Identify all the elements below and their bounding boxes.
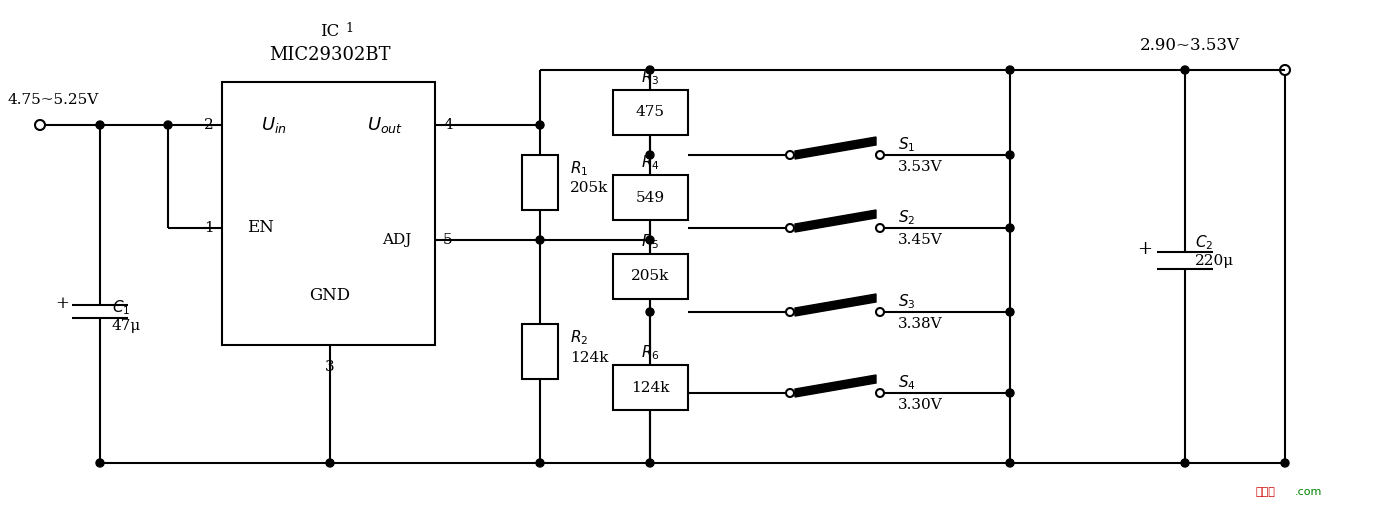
Text: .com: .com	[1295, 487, 1322, 497]
Text: $U_{in}$: $U_{in}$	[261, 115, 288, 135]
Text: 3.53V: 3.53V	[899, 160, 943, 174]
Text: $S_4$: $S_4$	[899, 374, 915, 392]
Text: ADJ: ADJ	[382, 233, 411, 247]
Polygon shape	[795, 137, 876, 159]
Text: 3.30V: 3.30V	[899, 398, 943, 412]
Polygon shape	[795, 375, 876, 397]
Circle shape	[1181, 459, 1189, 467]
Text: 3: 3	[325, 360, 335, 374]
Bar	[522, 324, 558, 379]
Text: 2.90~3.53V: 2.90~3.53V	[1140, 37, 1240, 53]
Bar	[613, 175, 688, 220]
Text: GND: GND	[310, 287, 350, 303]
Text: 5: 5	[443, 233, 453, 247]
Text: 549: 549	[635, 190, 664, 205]
Circle shape	[1006, 308, 1014, 316]
Text: $U_{out}$: $U_{out}$	[367, 115, 403, 135]
Bar	[613, 253, 688, 299]
Circle shape	[164, 121, 172, 129]
Text: 1: 1	[204, 221, 214, 235]
Circle shape	[326, 459, 333, 467]
Text: 4: 4	[443, 118, 453, 132]
Text: 475: 475	[636, 106, 664, 119]
Circle shape	[646, 236, 654, 244]
Text: 3.38V: 3.38V	[899, 317, 943, 331]
Circle shape	[1006, 459, 1014, 467]
Text: $R_2$: $R_2$	[569, 328, 589, 347]
Circle shape	[536, 459, 544, 467]
Text: $C_2$: $C_2$	[1195, 233, 1214, 252]
Text: $R_3$: $R_3$	[640, 69, 660, 87]
Circle shape	[96, 121, 104, 129]
Circle shape	[1181, 66, 1189, 74]
Circle shape	[646, 66, 654, 74]
Text: $R_5$: $R_5$	[640, 232, 660, 251]
Bar	[522, 155, 558, 210]
Bar	[613, 365, 688, 410]
Text: $C_1$: $C_1$	[113, 299, 131, 318]
Text: $S_2$: $S_2$	[899, 209, 915, 228]
Text: 1: 1	[344, 22, 353, 36]
Text: $S_1$: $S_1$	[899, 136, 915, 154]
Text: 2: 2	[204, 118, 214, 132]
Polygon shape	[795, 294, 876, 316]
Text: 接线图: 接线图	[1256, 487, 1275, 497]
Circle shape	[1006, 389, 1014, 397]
Text: 4.75~5.25V: 4.75~5.25V	[8, 93, 99, 107]
Circle shape	[96, 459, 104, 467]
Text: 220μ: 220μ	[1195, 253, 1233, 268]
Circle shape	[646, 308, 654, 316]
Text: +: +	[56, 295, 69, 311]
Circle shape	[646, 151, 654, 159]
Circle shape	[536, 236, 544, 244]
Bar	[613, 90, 688, 135]
Text: IC: IC	[321, 23, 340, 41]
Text: EN: EN	[247, 219, 274, 237]
Text: $S_3$: $S_3$	[899, 293, 915, 311]
Text: 205k: 205k	[569, 181, 608, 196]
Circle shape	[1006, 66, 1014, 74]
Circle shape	[1006, 224, 1014, 232]
Text: 47μ: 47μ	[113, 319, 142, 333]
Text: 3.45V: 3.45V	[899, 233, 943, 247]
Circle shape	[646, 459, 654, 467]
Text: 205k: 205k	[631, 269, 669, 283]
Polygon shape	[795, 210, 876, 232]
Circle shape	[1006, 151, 1014, 159]
Text: 124k: 124k	[569, 351, 608, 365]
Text: MIC29302BT: MIC29302BT	[269, 46, 390, 64]
Text: +: +	[1138, 240, 1153, 259]
Text: $R_4$: $R_4$	[640, 153, 660, 172]
Bar	[222, 82, 435, 345]
Text: 124k: 124k	[631, 380, 669, 395]
Circle shape	[536, 121, 544, 129]
Text: $R_6$: $R_6$	[640, 343, 660, 362]
Circle shape	[1281, 459, 1289, 467]
Text: $R_1$: $R_1$	[569, 159, 589, 178]
